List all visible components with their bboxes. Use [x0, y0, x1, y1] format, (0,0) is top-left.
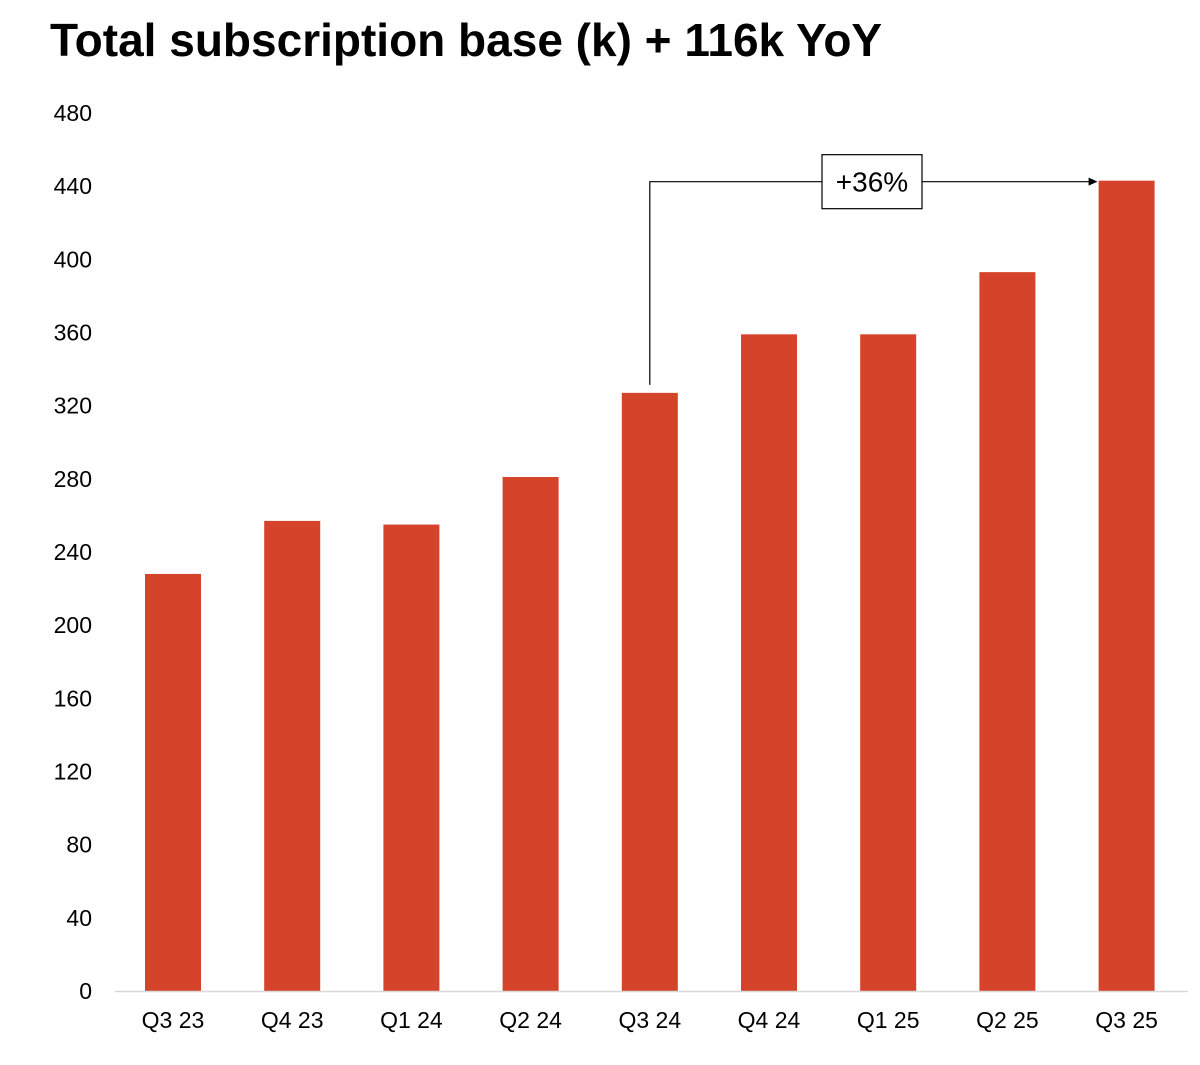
y-tick-label: 40 — [66, 905, 92, 931]
x-axis-labels: Q3 23 Q4 23 Q1 24 Q2 24 Q3 24 Q4 24 Q1 25 Q2 25… — [142, 1007, 1158, 1033]
y-tick-label: 160 — [54, 685, 92, 711]
y-tick-label: 360 — [54, 320, 92, 346]
x-tick-label: Q2 24 — [499, 1007, 562, 1033]
bar — [383, 524, 440, 991]
bar — [264, 520, 321, 991]
growth-annotation: +36% — [649, 154, 1098, 385]
bar — [502, 477, 559, 992]
y-tick-label: 80 — [66, 832, 92, 858]
chart-title: Total subscription base (k) + 116k YoY — [50, 14, 883, 66]
y-tick-label: 120 — [54, 759, 92, 785]
y-tick-label: 280 — [54, 466, 92, 492]
x-tick-label: Q3 23 — [142, 1007, 205, 1033]
x-tick-label: Q4 23 — [261, 1007, 324, 1033]
annotation-label: +36% — [836, 167, 908, 198]
bar — [979, 272, 1036, 991]
bars — [145, 180, 1155, 992]
y-tick-label: 320 — [54, 393, 92, 419]
x-tick-label: Q3 24 — [618, 1007, 681, 1033]
x-tick-label: Q1 25 — [857, 1007, 920, 1033]
bar — [621, 392, 678, 991]
x-tick-label: Q1 24 — [380, 1007, 443, 1033]
y-tick-label: 240 — [54, 539, 92, 565]
y-tick-label: 0 — [79, 978, 92, 1004]
annotation-bracket-line — [649, 181, 1090, 385]
bar — [860, 334, 917, 991]
annotation-arrowhead — [1088, 177, 1098, 186]
y-tick-label: 440 — [54, 173, 92, 199]
x-tick-label: Q2 25 — [976, 1007, 1039, 1033]
y-tick-label: 480 — [54, 100, 92, 126]
bar — [1098, 180, 1155, 991]
bar — [741, 334, 797, 991]
y-axis-ticks: 0 40 80 120 160 200 240 280 320 360 400 440 480 — [54, 100, 92, 1004]
y-tick-label: 400 — [54, 246, 92, 272]
x-tick-label: Q3 25 — [1095, 1007, 1158, 1033]
bar — [145, 573, 201, 991]
annotation-label-box — [821, 154, 923, 210]
y-tick-label: 200 — [54, 612, 92, 638]
x-tick-label: Q4 24 — [738, 1007, 801, 1033]
